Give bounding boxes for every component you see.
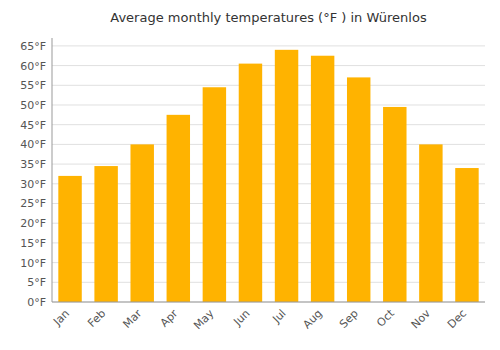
y-tick-label: 50°F bbox=[20, 99, 46, 112]
bar bbox=[167, 115, 190, 302]
bar bbox=[383, 107, 406, 302]
bar bbox=[455, 168, 478, 302]
bar bbox=[94, 166, 117, 302]
y-tick-label: 65°F bbox=[20, 40, 46, 53]
x-tick-label: Jan bbox=[50, 307, 72, 329]
title: Average monthly temperatures (°F ) in Wü… bbox=[110, 10, 427, 25]
grid bbox=[52, 46, 485, 302]
x-tick-label: Dec bbox=[445, 307, 469, 331]
grid-line bbox=[52, 104, 485, 105]
grid-line bbox=[52, 45, 485, 46]
y-axis-line bbox=[52, 38, 53, 302]
chart: Average monthly temperatures (°F ) in Wü… bbox=[0, 0, 500, 350]
y-tick-label: 15°F bbox=[20, 237, 46, 250]
y-tick-label: 45°F bbox=[20, 119, 46, 132]
bar bbox=[419, 144, 442, 302]
grid-line bbox=[52, 65, 485, 66]
y-tick-label: 25°F bbox=[20, 197, 46, 210]
x-tick-label: Jun bbox=[231, 307, 253, 329]
y-tick-label: 20°F bbox=[20, 217, 46, 230]
x-tick-label: Sep bbox=[337, 307, 361, 331]
y-tick-label: 55°F bbox=[20, 79, 46, 92]
x-tick-label: Oct bbox=[374, 306, 397, 329]
bar bbox=[275, 50, 298, 302]
y-tick-label: 5°F bbox=[27, 276, 46, 289]
x-tick-label: Mar bbox=[120, 307, 144, 331]
grid-line bbox=[52, 85, 485, 86]
grid-line bbox=[52, 124, 485, 125]
grid-line bbox=[52, 302, 485, 303]
bar bbox=[203, 87, 226, 302]
x-axis-line bbox=[52, 302, 485, 303]
bar bbox=[347, 77, 370, 302]
x-tick-label: Aug bbox=[300, 307, 324, 331]
bars bbox=[58, 50, 478, 302]
x-tick-label: Nov bbox=[409, 307, 434, 332]
y-tick-label: 0°F bbox=[27, 296, 46, 309]
x-tick-label: Feb bbox=[85, 307, 108, 330]
bar bbox=[130, 144, 153, 302]
x-tick-label: May bbox=[191, 307, 217, 333]
y-tick-label: 10°F bbox=[20, 257, 46, 270]
bar bbox=[58, 176, 81, 302]
bar bbox=[239, 64, 262, 302]
y-tick-label: 30°F bbox=[20, 178, 46, 191]
y-tick-label: 40°F bbox=[20, 138, 46, 151]
x-tick-label: Jul bbox=[269, 307, 288, 326]
y-tick-label: 35°F bbox=[20, 158, 46, 171]
bar bbox=[311, 56, 334, 302]
y-tick-label: 60°F bbox=[20, 60, 46, 73]
x-tick-label: Apr bbox=[158, 307, 181, 330]
